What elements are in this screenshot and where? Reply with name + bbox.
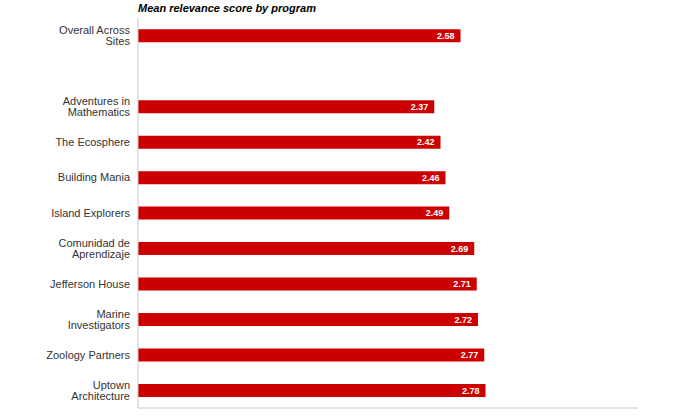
svg-text:Adventures inMathematics: Adventures inMathematics xyxy=(63,95,131,118)
svg-text:Island Explorers: Island Explorers xyxy=(51,207,130,219)
svg-text:Building Mania: Building Mania xyxy=(58,171,131,183)
svg-text:2.78: 2.78 xyxy=(462,386,480,396)
svg-text:Comunidad deAprendizaje: Comunidad deAprendizaje xyxy=(58,237,130,260)
svg-text:MarineInvestigators: MarineInvestigators xyxy=(68,308,131,331)
svg-text:Overall AcrossSites: Overall AcrossSites xyxy=(59,24,130,47)
svg-text:2.42: 2.42 xyxy=(417,137,435,147)
svg-text:2.72: 2.72 xyxy=(454,315,472,325)
svg-text:2.46: 2.46 xyxy=(422,173,440,183)
svg-text:2.37: 2.37 xyxy=(411,102,429,112)
html-text:Mean relevance score by progra: Mean relevance score by program xyxy=(138,2,316,14)
svg-text:2.77: 2.77 xyxy=(461,350,479,360)
svg-text:2.49: 2.49 xyxy=(426,208,444,218)
svg-text:2.71: 2.71 xyxy=(453,279,471,289)
svg-text:Zoology Partners: Zoology Partners xyxy=(46,349,130,361)
svg-text:UptownArchitecture: UptownArchitecture xyxy=(71,379,130,402)
svg-text:Jefferson House: Jefferson House xyxy=(50,278,130,290)
svg-text:2.58: 2.58 xyxy=(437,31,455,41)
svg-text:The Ecosphere: The Ecosphere xyxy=(55,136,130,148)
svg-text:2.69: 2.69 xyxy=(451,244,469,254)
